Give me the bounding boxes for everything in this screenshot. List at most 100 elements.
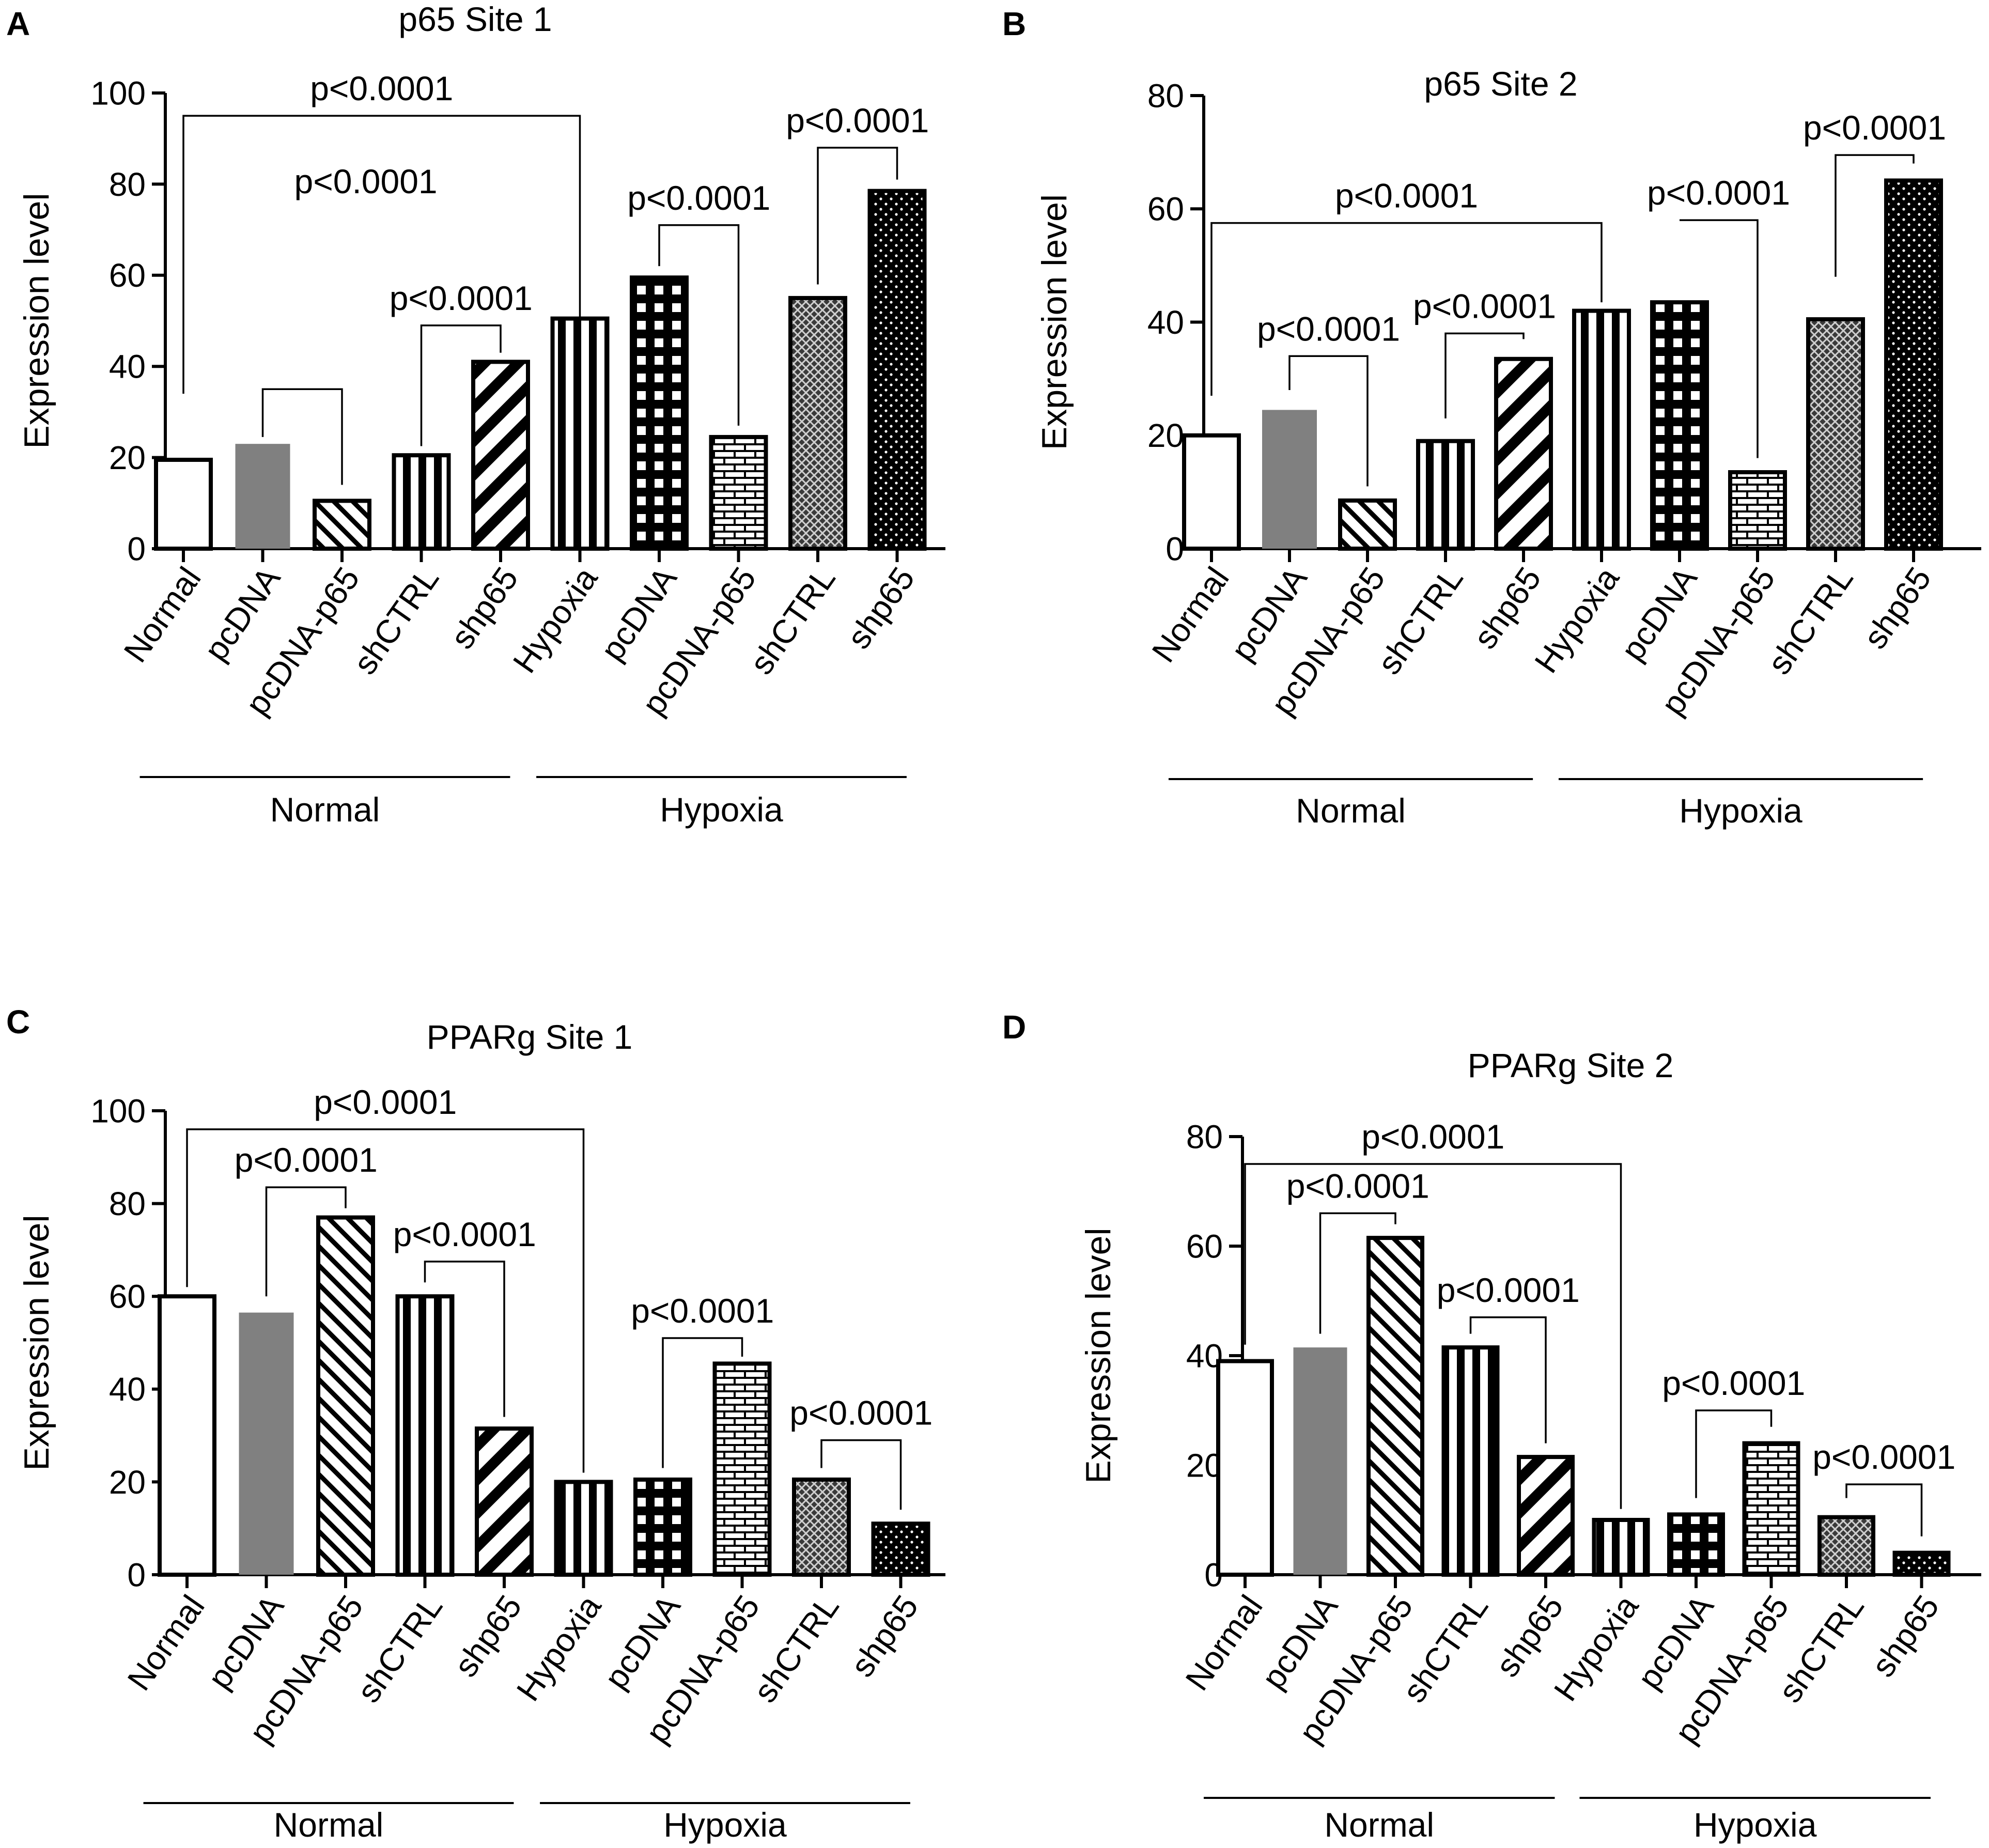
y-tick-label: 20 bbox=[109, 439, 146, 476]
p-value-label: p<0.0001 bbox=[1662, 1364, 1805, 1402]
bar-pcdna-p65-2 bbox=[1366, 1236, 1424, 1577]
y-tick-label: 100 bbox=[90, 1092, 146, 1129]
bar-pcdna-6 bbox=[1667, 1512, 1725, 1577]
bar-shp65-4 bbox=[475, 1426, 534, 1577]
panel-letter: D bbox=[1002, 1008, 1026, 1046]
bar-shp65-9 bbox=[1884, 178, 1943, 551]
y-tick-label: 60 bbox=[1186, 1228, 1223, 1265]
p-value-label: p<0.0001 bbox=[1413, 287, 1556, 325]
group-label: Hypoxia bbox=[1679, 791, 1802, 830]
panel-c: C PPARg Site 1 Expression level 0 20 40 60 80 10… bbox=[6, 1003, 945, 1844]
y-tick-label: 40 bbox=[109, 1371, 146, 1408]
p-value-label: p<0.0001 bbox=[310, 69, 453, 107]
group-label: Normal bbox=[274, 1806, 384, 1844]
x-tick-label: shp65 bbox=[447, 1589, 529, 1684]
panel-letter: A bbox=[6, 5, 30, 42]
bar-shp65-4 bbox=[1494, 356, 1553, 551]
significance-bracket bbox=[1444, 332, 1525, 418]
significance-bracket bbox=[1680, 219, 1759, 458]
y-tick-label: 20 bbox=[1147, 417, 1184, 454]
significance-bracket bbox=[1244, 1163, 1622, 1509]
x-tick-label: shp65 bbox=[1856, 561, 1938, 656]
p-value-label: p<0.0001 bbox=[314, 1083, 457, 1121]
y-tick-label: 80 bbox=[1186, 1118, 1223, 1155]
y-tick-label: 40 bbox=[1147, 304, 1184, 341]
y-axis-label: Expression level bbox=[17, 193, 56, 448]
p-value-label: p<0.0001 bbox=[1361, 1117, 1504, 1156]
x-tick-label: shp65 bbox=[1466, 561, 1548, 656]
chart-title: p65 Site 2 bbox=[1424, 65, 1577, 103]
y-tick-label: 0 bbox=[127, 530, 146, 567]
x-tick-label: Normal bbox=[1145, 561, 1236, 669]
bar-normal-0 bbox=[1216, 1359, 1274, 1577]
group-label: Normal bbox=[1324, 1806, 1434, 1844]
group-label: Hypoxia bbox=[660, 790, 783, 829]
chart-title: PPARg Site 2 bbox=[1468, 1046, 1674, 1084]
bar-shp65-9 bbox=[867, 189, 927, 551]
significance-bracket bbox=[261, 388, 343, 485]
y-axis-label: Expression level bbox=[17, 1215, 56, 1470]
significance-bracket bbox=[658, 224, 740, 426]
bar-pcdna-1 bbox=[1293, 1347, 1347, 1575]
bar-normal-0 bbox=[154, 458, 213, 551]
significance-bracket bbox=[186, 1128, 585, 1473]
bar-pcdna-6 bbox=[633, 1477, 692, 1577]
bar-shctrl-3 bbox=[1416, 439, 1475, 551]
significance-bracket bbox=[662, 1337, 743, 1468]
bar-pcdna-p65-7 bbox=[1742, 1441, 1800, 1577]
bar-pcdna-1 bbox=[239, 1312, 294, 1575]
significance-bracket bbox=[1288, 355, 1369, 487]
bar-shctrl-8 bbox=[1806, 317, 1865, 551]
bar-pcdna-p65-2 bbox=[313, 499, 371, 551]
bar-normal-0 bbox=[1182, 433, 1241, 551]
y-tick-label: 80 bbox=[109, 1185, 146, 1222]
chart-title: PPARg Site 1 bbox=[427, 1018, 633, 1056]
bar-shp65-9 bbox=[1892, 1550, 1951, 1577]
p-value-label: p<0.0001 bbox=[1803, 108, 1946, 147]
group-label: Hypoxia bbox=[1693, 1806, 1817, 1844]
x-tick-label: shp65 bbox=[843, 1589, 925, 1684]
panel-letter: C bbox=[6, 1003, 30, 1041]
p-value-label: p<0.0001 bbox=[1335, 177, 1478, 215]
bar-shctrl-8 bbox=[792, 1477, 851, 1577]
bar-shctrl-3 bbox=[395, 1294, 455, 1577]
x-tick-label: Normal bbox=[117, 561, 208, 669]
significance-bracket bbox=[1695, 1409, 1773, 1498]
y-tick-label: 60 bbox=[109, 1278, 146, 1315]
x-tick-label: Normal bbox=[120, 1589, 212, 1697]
bar-pcdna-6 bbox=[630, 275, 689, 551]
p-value-label: p<0.0001 bbox=[786, 101, 929, 139]
chart-title: p65 Site 1 bbox=[398, 0, 552, 38]
p-value-label: p<0.0001 bbox=[627, 179, 770, 217]
significance-bracket bbox=[1469, 1316, 1547, 1443]
significance-bracket bbox=[820, 1439, 902, 1510]
bar-normal-0 bbox=[158, 1294, 216, 1577]
y-tick-label: 20 bbox=[109, 1464, 146, 1501]
bar-pcdna-1 bbox=[235, 444, 290, 549]
x-tick-label: shp65 bbox=[443, 561, 525, 656]
bar-pcdna-6 bbox=[1650, 300, 1709, 551]
p-value-label: p<0.0001 bbox=[789, 1394, 933, 1432]
p-value-label: p<0.0001 bbox=[1257, 309, 1400, 348]
bar-pcdna-p65-2 bbox=[316, 1215, 375, 1577]
significance-bracket bbox=[420, 324, 502, 446]
bar-shctrl-3 bbox=[392, 453, 451, 551]
bar-shp65-4 bbox=[1517, 1455, 1575, 1577]
p-value-label: p<0.0001 bbox=[390, 279, 533, 317]
significance-bracket bbox=[817, 147, 898, 285]
bar-pcdna-p65-7 bbox=[709, 434, 768, 551]
y-tick-label: 80 bbox=[1147, 77, 1184, 114]
x-tick-label: Hypoxia bbox=[506, 560, 605, 679]
y-tick-label: 60 bbox=[109, 257, 146, 294]
p-value-label: p<0.0001 bbox=[235, 1141, 378, 1179]
bar-hypoxia-5 bbox=[1592, 1518, 1650, 1577]
p-value-label: p<0.0001 bbox=[1286, 1167, 1429, 1205]
y-tick-label: 100 bbox=[90, 74, 146, 112]
p-value-label: p<0.0001 bbox=[393, 1215, 536, 1253]
y-axis-label: Expression level bbox=[1079, 1228, 1118, 1483]
bar-hypoxia-5 bbox=[554, 1480, 613, 1577]
panel-letter: B bbox=[1002, 5, 1026, 42]
y-tick-label: 0 bbox=[127, 1556, 146, 1593]
